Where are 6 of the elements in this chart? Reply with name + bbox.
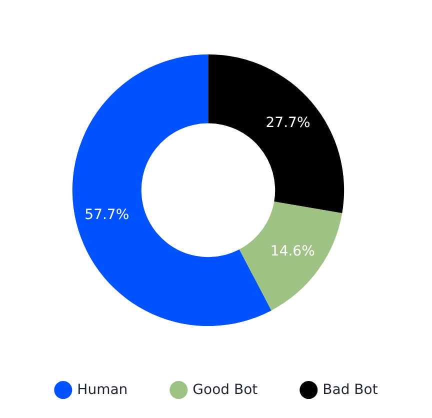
data-label: 57.7%: [84, 207, 130, 224]
legend-label: Good Bot: [192, 382, 258, 398]
data-label: 27.7%: [266, 114, 310, 131]
legend-label: Human: [77, 382, 128, 398]
legend-label: Bad Bot: [322, 382, 378, 398]
data-label: 14.6%: [270, 244, 315, 260]
